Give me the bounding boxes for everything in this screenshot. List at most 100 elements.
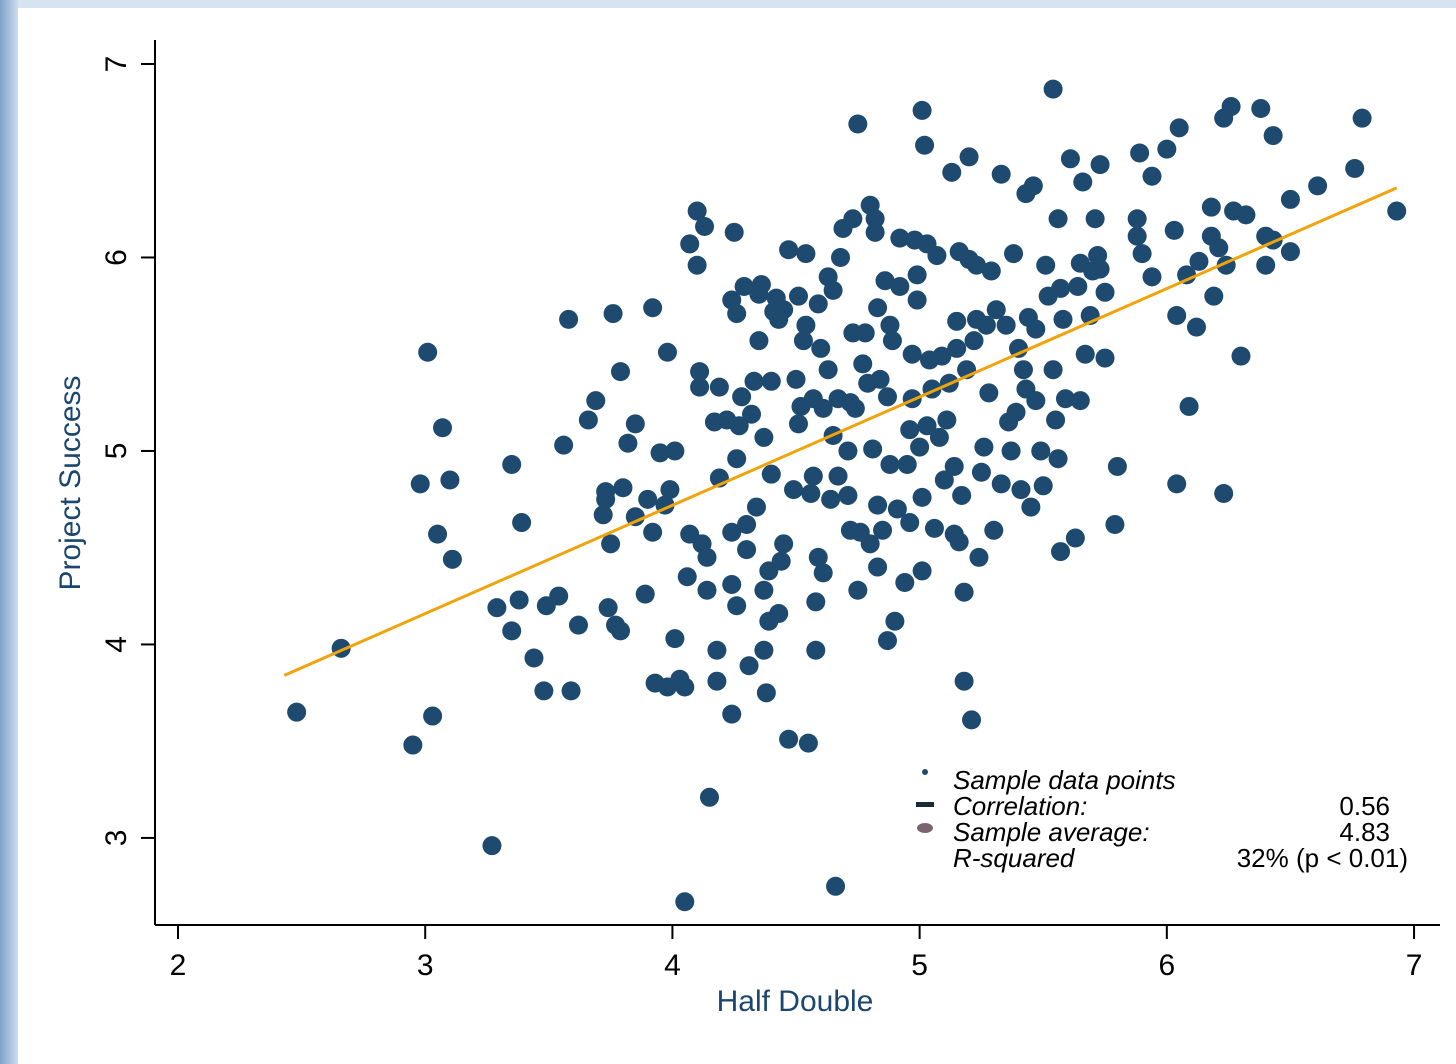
- x-axis-title: Half Double: [717, 985, 874, 1018]
- data-point: [1127, 209, 1147, 229]
- y-tick-label: 6: [100, 249, 133, 266]
- stat-label: Correlation:: [953, 791, 1087, 821]
- data-point: [610, 362, 630, 382]
- data-point: [1177, 265, 1197, 285]
- data-point: [1263, 126, 1283, 146]
- data-point: [877, 631, 897, 651]
- data-point: [442, 549, 462, 569]
- data-point: [1107, 456, 1127, 476]
- data-point: [754, 580, 774, 600]
- data-point: [643, 522, 663, 542]
- data-point: [910, 437, 930, 457]
- data-point: [1090, 259, 1110, 279]
- data-point: [929, 427, 949, 447]
- data-point: [554, 435, 574, 455]
- data-point: [868, 557, 888, 577]
- data-point: [625, 507, 645, 527]
- data-point: [952, 485, 972, 505]
- data-point: [1095, 348, 1115, 368]
- data-point: [751, 275, 771, 295]
- data-point: [1090, 155, 1110, 175]
- data-point: [1167, 474, 1187, 494]
- data-point: [796, 315, 816, 335]
- data-point: [885, 611, 905, 631]
- data-point: [855, 323, 875, 343]
- data-point: [650, 443, 670, 463]
- data-point: [423, 706, 443, 726]
- data-point: [1105, 514, 1125, 534]
- data-point: [638, 489, 658, 509]
- data-point: [774, 300, 794, 320]
- data-point: [808, 547, 828, 567]
- data-point: [845, 398, 865, 418]
- data-point: [890, 276, 910, 296]
- data-point: [786, 369, 806, 389]
- stat-label: Sample average:: [953, 817, 1150, 847]
- data-point: [1142, 166, 1162, 186]
- data-point: [618, 433, 638, 453]
- data-point: [806, 640, 826, 660]
- data-point: [912, 561, 932, 581]
- top-border: [0, 0, 1456, 8]
- data-point: [1085, 209, 1105, 229]
- data-point: [756, 683, 776, 703]
- data-point: [838, 485, 858, 505]
- data-point: [675, 677, 695, 697]
- data-point: [882, 331, 902, 351]
- left-border: [0, 0, 18, 1064]
- data-point: [788, 414, 808, 434]
- data-point: [1157, 139, 1177, 159]
- x-tick-label: 5: [911, 949, 928, 982]
- data-point: [1068, 276, 1088, 296]
- data-point: [1189, 251, 1209, 271]
- data-point: [727, 596, 747, 616]
- data-point: [897, 455, 917, 475]
- data-point: [949, 532, 969, 552]
- data-point: [796, 244, 816, 264]
- data-point: [848, 580, 868, 600]
- legend-label: Sample data points: [953, 765, 1176, 795]
- data-point: [875, 271, 895, 291]
- data-point: [657, 342, 677, 362]
- data-point: [1251, 98, 1271, 118]
- data-point: [976, 315, 996, 335]
- data-point: [613, 478, 633, 498]
- data-point: [699, 787, 719, 807]
- data-point: [991, 164, 1011, 184]
- data-point: [709, 377, 729, 397]
- y-tick-label: 7: [100, 56, 133, 73]
- data-point: [754, 427, 774, 447]
- data-point: [924, 518, 944, 538]
- data-point: [806, 592, 826, 612]
- data-point: [1026, 391, 1046, 411]
- data-point: [1060, 149, 1080, 169]
- data-point: [769, 603, 789, 623]
- data-point: [793, 331, 813, 351]
- data-point: [561, 681, 581, 701]
- y-tick-label: 3: [100, 830, 133, 847]
- stat-value: 4.83: [1339, 817, 1390, 847]
- data-point: [1006, 402, 1026, 422]
- data-point: [966, 255, 986, 275]
- data-point: [761, 371, 781, 391]
- data-point: [643, 298, 663, 318]
- data-point: [1065, 528, 1085, 548]
- data-point: [697, 580, 717, 600]
- data-point: [1036, 255, 1056, 275]
- data-point: [586, 391, 606, 411]
- data-point: [1280, 189, 1300, 209]
- data-point: [729, 416, 749, 436]
- data-point: [737, 514, 757, 534]
- data-point: [1132, 244, 1152, 264]
- data-point: [907, 265, 927, 285]
- x-tick-label: 3: [417, 949, 434, 982]
- data-point: [873, 520, 893, 540]
- data-point: [808, 294, 828, 314]
- data-point: [865, 222, 885, 242]
- data-point: [737, 540, 757, 560]
- data-point: [1048, 449, 1068, 469]
- data-point: [828, 466, 848, 486]
- data-point: [843, 209, 863, 229]
- data-point: [744, 371, 764, 391]
